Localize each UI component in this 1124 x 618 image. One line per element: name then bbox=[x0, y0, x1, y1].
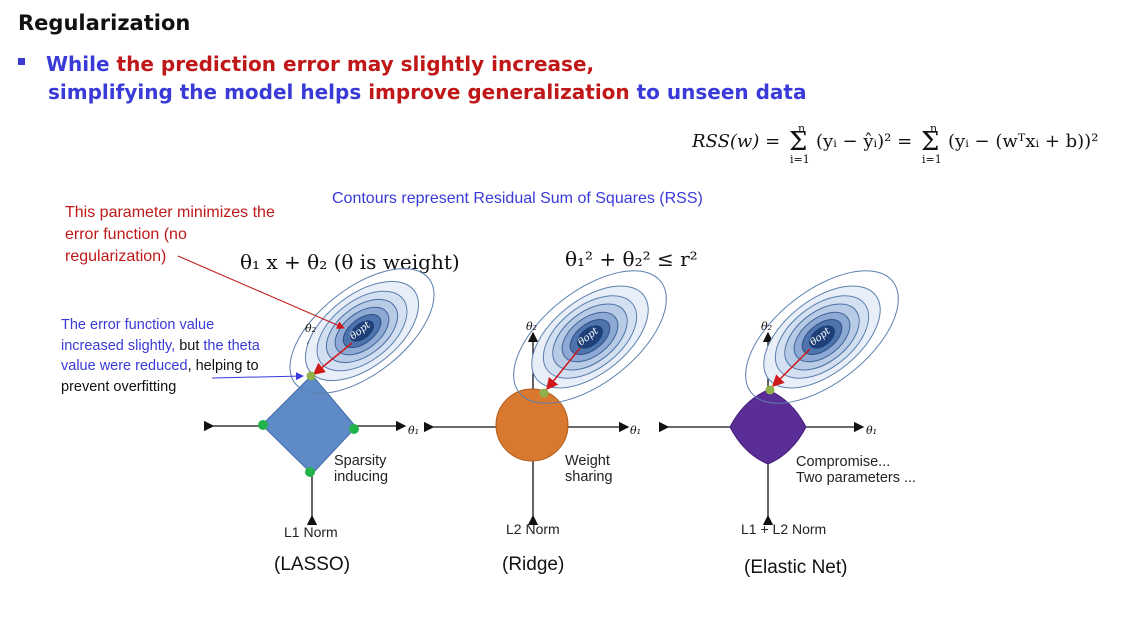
formula-sum2-upper: n bbox=[930, 122, 938, 135]
ridge-caption-1: Weight bbox=[565, 453, 610, 469]
bullet-text-red: the prediction error may slightly increa… bbox=[116, 52, 587, 76]
formula-lhs: RSS(w) = bbox=[692, 131, 781, 152]
bullet-text-blue-3: to unseen data bbox=[629, 80, 807, 104]
bullet-text-blue-2: simplifying the model helps bbox=[48, 80, 369, 104]
ridge-rss-contours bbox=[513, 270, 667, 404]
contours-caption: Contours represent Residual Sum of Squar… bbox=[332, 190, 703, 207]
formula-sum1: Σ bbox=[789, 127, 808, 157]
optimum-note: This parameter minimizes the error funct… bbox=[65, 204, 275, 265]
ridge-method-name: (Ridge) bbox=[502, 554, 565, 575]
bullet-marker bbox=[18, 58, 25, 65]
formula-sum2-lower: i=1 bbox=[922, 153, 942, 166]
bullet-text-comma: , bbox=[586, 52, 595, 76]
lasso-caption-1: Sparsity bbox=[334, 453, 387, 469]
rss-formula: RSS(w) = n Σ i=1 (yᵢ − ŷᵢ)² = n Σ i=1 (y… bbox=[692, 122, 1112, 191]
elastic-norm-label: L1 + L2 Norm bbox=[741, 521, 827, 537]
sparse-point-right bbox=[349, 424, 359, 434]
l2-constraint-equation: θ₁² + θ₂² ≤ r² bbox=[565, 247, 698, 271]
elastic-solution-point bbox=[765, 385, 775, 395]
elastic-theta1-label: θ₁ bbox=[866, 424, 877, 437]
l2-circle bbox=[495, 388, 569, 462]
note-part-3: the theta value were reduced bbox=[61, 337, 260, 375]
bullet-line-2: simplifying the model helps improve gene… bbox=[48, 80, 806, 104]
lasso-norm-label: L1 Norm bbox=[284, 524, 338, 540]
ridge-theta2-label: θ₂ bbox=[526, 320, 537, 333]
bullet-text-red-2: improve generalization bbox=[368, 80, 630, 104]
bullet-line-1: While the prediction error may slightly … bbox=[46, 52, 594, 76]
note-part-4: , helping to prevent overfitting bbox=[61, 358, 259, 395]
formula-sum1-upper: n bbox=[798, 122, 806, 135]
elastic-method-name: (Elastic Net) bbox=[744, 557, 848, 578]
lasso-solution-point bbox=[306, 371, 316, 381]
elastic-theta2-label: θ₂ bbox=[761, 320, 772, 333]
regularized-point-note: The error function value increased sligh… bbox=[61, 315, 261, 397]
lasso-theta2-label: θ₂ bbox=[305, 322, 316, 335]
elastic-rss-contours bbox=[745, 270, 899, 404]
lasso-caption-2: inducing bbox=[334, 469, 389, 485]
lasso-shape-caption: Sparsity inducing bbox=[334, 453, 388, 485]
ridge-shrink-arrow bbox=[546, 347, 581, 391]
elastic-shrink-arrow bbox=[771, 348, 811, 388]
note-part-2: but bbox=[175, 337, 204, 354]
ridge-caption-2: sharing bbox=[565, 469, 613, 485]
ridge-shape-caption: Weight sharing bbox=[565, 453, 613, 485]
note-part-1: The error function value increased sligh… bbox=[61, 317, 215, 354]
lasso-method-name: (LASSO) bbox=[274, 554, 351, 575]
solution-pointer-arrow bbox=[211, 372, 304, 381]
lasso-theta1-label: θ₁ bbox=[408, 424, 419, 437]
lasso-shrink-arrow bbox=[312, 342, 353, 375]
formula-sum2: Σ bbox=[921, 127, 940, 157]
ridge-panel bbox=[423, 270, 667, 526]
elastic-shape-caption: Compromise... Two parameters ... bbox=[796, 454, 916, 486]
sparse-point-bottom bbox=[305, 467, 315, 477]
elastic-net-shape bbox=[729, 389, 807, 465]
lasso-panel bbox=[203, 268, 435, 526]
elastic-panel bbox=[658, 270, 899, 526]
ridge-solution-point bbox=[539, 388, 549, 398]
formula-term1: (yᵢ − ŷᵢ)² = bbox=[816, 131, 913, 152]
slide-title: Regularization bbox=[18, 11, 191, 35]
formula-term2: (yᵢ − (wᵀxᵢ + b))² bbox=[948, 131, 1099, 152]
linear-model-equation: θ₁ x + θ₂ (θ is weight) bbox=[240, 250, 460, 274]
sparse-point-left bbox=[258, 420, 268, 430]
ridge-norm-label: L2 Norm bbox=[506, 521, 560, 537]
optimum-pointer-arrow bbox=[177, 255, 345, 329]
ridge-theta1-label: θ₁ bbox=[630, 424, 641, 437]
formula-sum1-lower: i=1 bbox=[790, 153, 810, 166]
lasso-rss-contours bbox=[289, 268, 435, 394]
elastic-caption-2: Two parameters ... bbox=[796, 470, 917, 486]
bullet-text-blue: While bbox=[46, 52, 117, 76]
elastic-caption-1: Compromise... bbox=[796, 454, 891, 470]
